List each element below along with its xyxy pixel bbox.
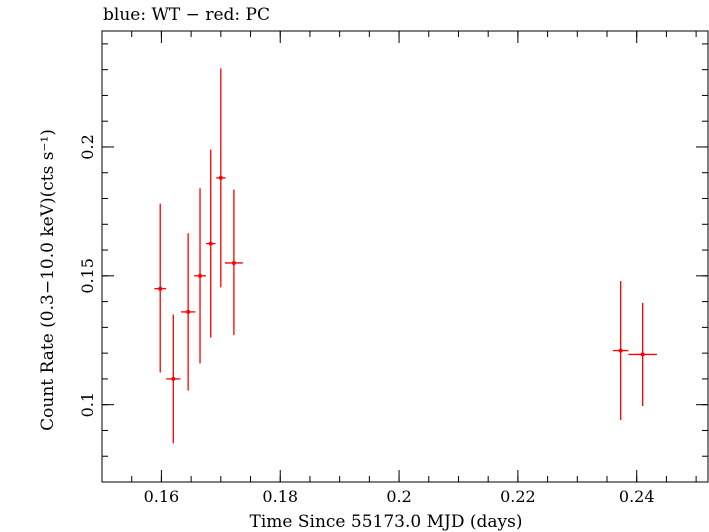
- x-axis-label: Time Since 55173.0 MJD (days): [250, 512, 523, 532]
- point-marker: [208, 241, 213, 246]
- data-point: [154, 203, 167, 373]
- point-marker: [231, 260, 236, 265]
- data-point: [166, 314, 181, 444]
- point-marker: [158, 286, 163, 291]
- point-marker: [618, 348, 623, 353]
- x-tick-label: 0.16: [144, 487, 180, 506]
- data-point: [628, 302, 657, 406]
- data-point: [216, 68, 226, 288]
- y-tick-label: 0.2: [78, 134, 97, 159]
- data-point: [181, 233, 196, 391]
- y-tick-label: 0.15: [78, 258, 97, 294]
- chart-title: blue: WT − red: PC: [103, 5, 270, 25]
- point-marker: [171, 376, 176, 381]
- x-tick-label: 0.24: [619, 487, 655, 506]
- y-axis-label: Count Rate (0.3−10.0 keV)(cts s⁻¹): [38, 129, 58, 431]
- y-tick-label: 0.1: [78, 392, 97, 417]
- point-marker: [218, 175, 223, 180]
- data-points: [154, 68, 657, 444]
- x-tick-label: 0.22: [500, 487, 536, 506]
- axis-ticks: [102, 31, 708, 482]
- data-point: [205, 149, 216, 338]
- data-point: [224, 189, 243, 336]
- tick-labels: 0.16 0.18 0.2 0.22 0.24 0.1 0.15 0.2: [78, 134, 655, 506]
- plot-frame: [101, 30, 709, 483]
- point-marker: [186, 309, 191, 314]
- x-tick-label: 0.2: [386, 487, 411, 506]
- point-marker: [198, 273, 203, 278]
- x-tick-label: 0.18: [262, 487, 298, 506]
- point-marker: [640, 352, 645, 357]
- data-point: [194, 188, 206, 364]
- data-point: [612, 280, 629, 421]
